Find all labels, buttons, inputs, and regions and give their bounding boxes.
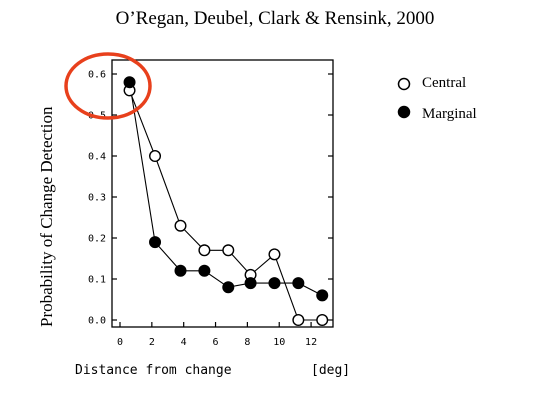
x-tick-label: 8 xyxy=(244,337,250,348)
plot-frame xyxy=(111,59,334,328)
legend-marker-central xyxy=(397,77,411,91)
y-axis-label: Probability of Change Detection xyxy=(37,106,56,327)
y-tick-label: 0.2 xyxy=(88,234,106,245)
data-point-marginal xyxy=(292,277,305,290)
data-point-marginal xyxy=(268,277,281,290)
legend-marker-marginal xyxy=(397,105,411,119)
chart-title: O’Regan, Deubel, Clark & Rensink, 2000 xyxy=(115,8,435,29)
series-line-marginal xyxy=(129,82,323,296)
data-point-central xyxy=(268,248,281,261)
legend-label-central: Central xyxy=(422,75,466,91)
y-tick-label: 0.3 xyxy=(88,193,106,204)
series-points xyxy=(123,76,329,327)
data-point-marginal xyxy=(198,264,211,277)
x-tick-label: 0 xyxy=(117,337,123,348)
y-tick-label: 0.0 xyxy=(88,316,106,327)
x-tick-label: 6 xyxy=(213,337,219,348)
data-point-marginal xyxy=(123,76,136,89)
x-tick-label: 10 xyxy=(273,337,285,348)
data-point-marginal xyxy=(222,281,235,294)
x-tick-label: 4 xyxy=(181,337,187,348)
legend: Central Marginal xyxy=(397,75,477,122)
data-point-marginal xyxy=(149,236,162,249)
x-tick-label: 2 xyxy=(149,337,155,348)
data-point-central xyxy=(198,244,211,257)
x-ticks: 0 2 4 6 8 10 12 xyxy=(117,322,317,348)
axes xyxy=(111,59,334,328)
data-point-central xyxy=(316,314,329,327)
y-tick-label: 0.1 xyxy=(88,275,106,286)
data-point-central xyxy=(292,314,305,327)
highlight-ellipse xyxy=(64,52,152,120)
data-point-marginal xyxy=(244,277,257,290)
y-tick-label: 0.6 xyxy=(88,70,106,81)
data-point-central xyxy=(149,149,162,162)
data-point-central xyxy=(222,244,235,257)
data-point-marginal xyxy=(316,289,329,302)
data-point-marginal xyxy=(174,264,187,277)
y-tick-label: 0.4 xyxy=(88,152,106,163)
x-tick-label: 12 xyxy=(305,337,317,348)
x-axis-unit: [deg] xyxy=(311,363,350,378)
x-axis-label: Distance from change xyxy=(75,363,232,378)
data-point-central xyxy=(174,219,187,232)
legend-label-marginal: Marginal xyxy=(422,106,477,122)
